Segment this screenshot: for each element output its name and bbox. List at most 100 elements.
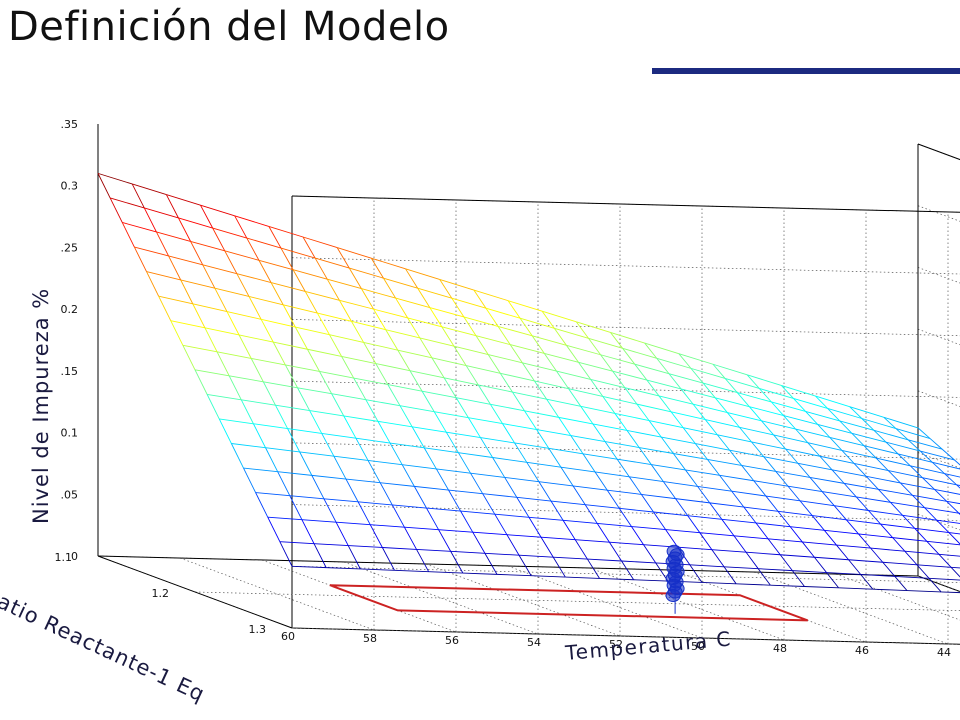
- surface-mesh-line: [787, 485, 823, 492]
- surface-mesh-line: [224, 250, 238, 274]
- surface-mesh-line: [307, 348, 342, 357]
- surface-mesh-line: [405, 268, 419, 289]
- surface-mesh-line: [521, 362, 535, 382]
- surface-mesh-line: [412, 426, 447, 433]
- surface-mesh-line: [541, 310, 555, 329]
- surface-mesh-line: [951, 566, 960, 569]
- surface-mesh-line: [665, 529, 679, 548]
- surface-mesh-line: [909, 465, 923, 478]
- surface-mesh-line: [823, 530, 837, 546]
- surface-mesh-line: [802, 541, 837, 546]
- surface-mesh-line: [265, 447, 300, 453]
- surface-mesh-line: [651, 464, 686, 471]
- surface-mesh-line: [618, 508, 632, 527]
- surface-mesh-line: [251, 357, 286, 366]
- surface-mesh-line: [661, 436, 696, 445]
- surface-mesh-line: [872, 588, 908, 591]
- surface-mesh-line: [383, 277, 418, 289]
- surface-mesh-line: [558, 416, 593, 425]
- surface-mesh-line: [497, 325, 533, 337]
- surface-mesh-line: [932, 461, 945, 474]
- surface-mesh-line: [841, 449, 877, 459]
- surface-mesh-line: [739, 426, 774, 436]
- surface-mesh-line: [309, 410, 344, 417]
- surface-mesh-line: [200, 204, 214, 229]
- surface-mesh-line: [699, 532, 713, 550]
- surface-mesh-line: [785, 448, 821, 457]
- surface-mesh-line: [868, 510, 881, 525]
- surface-mesh-line: [887, 470, 901, 484]
- surface-mesh-line: [413, 486, 427, 509]
- surface-mesh-line: [248, 296, 284, 306]
- surface-mesh-line: [416, 548, 451, 552]
- surface-mesh-line: [914, 527, 949, 533]
- surface-mesh-line: [466, 365, 501, 374]
- surface-mesh-line: [948, 532, 960, 535]
- surface-mesh-line: [494, 513, 529, 518]
- surface-mesh-line: [578, 361, 613, 372]
- surface-mesh-line: [285, 364, 320, 372]
- surface-mesh-line: [853, 463, 867, 477]
- surface-mesh-line: [711, 549, 725, 568]
- surface-mesh-line: [690, 368, 704, 384]
- surface-mesh-line: [855, 496, 869, 511]
- surface-mesh-line: [757, 568, 771, 586]
- surface-mesh-line: [787, 485, 801, 502]
- surface-mesh-line: [409, 370, 445, 379]
- surface-mesh-line: [178, 217, 191, 242]
- surface-mesh-line: [592, 423, 606, 442]
- surface-mesh-line: [758, 568, 793, 572]
- surface-mesh-line: [383, 277, 396, 299]
- surface-mesh-line: [490, 403, 525, 412]
- surface-mesh-line: [641, 494, 654, 513]
- surface-mesh-line: [311, 474, 347, 480]
- surface-mesh-line: [214, 287, 250, 297]
- surface-mesh-line: [240, 399, 254, 424]
- surface-mesh-line: [809, 477, 823, 492]
- surface-mesh-line: [399, 405, 435, 413]
- surface-mesh-line: [279, 541, 315, 545]
- surface-mesh-line: [741, 465, 776, 472]
- surface-mesh-line: [507, 300, 543, 312]
- surface-mesh-line: [743, 506, 779, 512]
- box-edge: [917, 575, 960, 593]
- surface-mesh-line: [606, 489, 620, 509]
- surface-mesh-line: [275, 404, 310, 412]
- surface-mesh-line: [797, 462, 833, 471]
- surface-mesh-line: [284, 364, 298, 388]
- x-tick-label: 58: [363, 632, 377, 645]
- surface-mesh-line: [552, 556, 566, 578]
- surface-mesh-line: [673, 453, 708, 460]
- surface-mesh-line: [487, 354, 501, 374]
- x-tick-label: 44: [937, 646, 951, 659]
- surface-mesh-line: [510, 344, 545, 354]
- surface-mesh-line: [180, 279, 194, 305]
- surface-mesh-line: [761, 420, 774, 436]
- surface-mesh-line: [926, 540, 960, 546]
- surface-mesh-line: [419, 337, 455, 347]
- surface-mesh-line: [863, 445, 877, 459]
- surface-mesh-line: [707, 459, 742, 466]
- surface-mesh-line: [636, 403, 672, 413]
- surface-mesh-line: [546, 398, 560, 418]
- surface-mesh-line: [805, 411, 840, 422]
- z-tick-label: .25: [61, 241, 79, 254]
- surface-mesh-line: [361, 288, 374, 310]
- surface-mesh-line: [902, 514, 937, 521]
- surface-mesh-line: [895, 428, 931, 439]
- surface-mesh-line: [815, 395, 850, 408]
- surface-mesh-line: [456, 397, 491, 405]
- surface-mesh-line: [502, 423, 537, 431]
- surface-mesh-line: [607, 489, 642, 495]
- surface-mesh-line: [614, 413, 628, 431]
- surface-mesh-line: [494, 513, 508, 535]
- surface-mesh-line: [755, 522, 769, 540]
- surface-mesh-line: [878, 488, 913, 496]
- surface-mesh-line: [844, 482, 879, 490]
- surface-mesh-line: [448, 489, 462, 512]
- surface-mesh-line: [146, 271, 160, 297]
- surface-mesh-line: [594, 471, 608, 491]
- surface-mesh-line: [460, 510, 495, 515]
- surface-mesh-line: [553, 328, 567, 346]
- surface-mesh-line: [488, 354, 523, 364]
